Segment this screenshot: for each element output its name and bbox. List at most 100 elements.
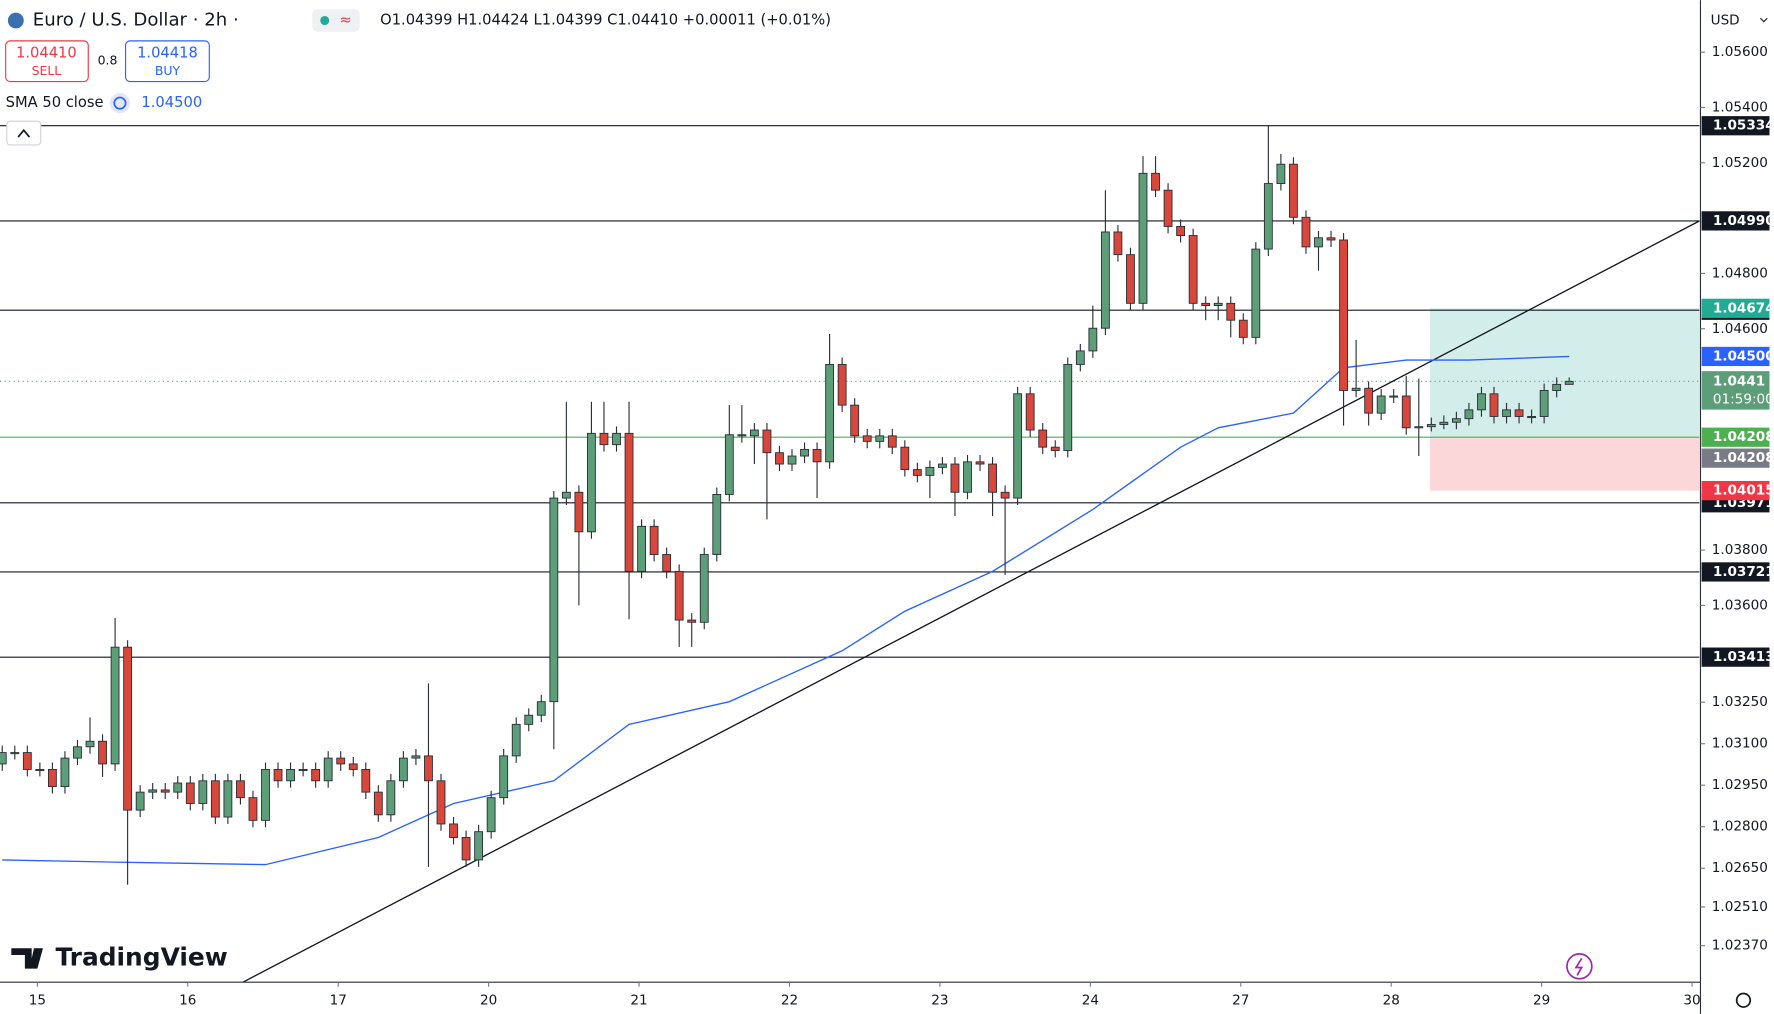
y-tick-label: 1.05600	[1712, 44, 1768, 60]
indicator-name[interactable]: SMA 50 close	[6, 94, 104, 111]
candle-body	[988, 463, 997, 493]
candle-body	[1326, 237, 1336, 241]
settings-icon[interactable]	[1735, 992, 1752, 1008]
candle-body	[298, 768, 308, 772]
level-tag-bg	[1701, 647, 1770, 667]
market-open-dot	[320, 15, 330, 26]
spread: 0.8	[98, 53, 118, 68]
candle-body	[938, 463, 947, 468]
candle-body	[649, 525, 659, 555]
buy-button[interactable]	[125, 40, 210, 83]
candle-body	[1401, 395, 1411, 429]
candle-body	[1025, 393, 1035, 431]
candle-body	[775, 452, 784, 465]
candle-body	[963, 461, 972, 493]
candle-body	[1126, 254, 1135, 304]
stop-tag-bg	[1701, 480, 1770, 501]
y-tick-label: 1.02370	[1712, 938, 1768, 954]
candle-body	[148, 789, 158, 793]
candle-body	[1289, 163, 1298, 218]
candle-body	[273, 768, 283, 782]
x-tick-label: 24	[1082, 992, 1099, 1008]
y-tick-label: 1.03100	[1712, 736, 1768, 752]
status-pill[interactable]	[312, 9, 360, 32]
candle-body	[1188, 235, 1198, 304]
candle-body	[687, 619, 697, 623]
candle-body	[1539, 390, 1549, 417]
candle-body	[1564, 380, 1574, 385]
candle-body	[887, 435, 897, 448]
symbol-title[interactable]: Euro / U.S. Dollar · 2h ·	[33, 10, 239, 31]
y-tick-label: 1.03600	[1712, 597, 1768, 613]
y-tick-label: 1.03250	[1712, 694, 1768, 710]
candle-body	[373, 791, 383, 816]
candle-body	[812, 448, 822, 463]
last-price-tag: 1.0441	[1713, 373, 1765, 389]
loss-zone	[1430, 437, 1700, 491]
candle-body	[875, 435, 885, 442]
candle-body	[549, 497, 559, 703]
candle-body	[22, 752, 32, 770]
x-tick-label: 16	[179, 992, 196, 1008]
y-tick-label: 1.02950	[1712, 777, 1768, 793]
candle-body	[261, 768, 270, 821]
candle-body	[599, 432, 609, 446]
indicator-value: 1.04500	[141, 94, 202, 111]
candle-body	[1389, 395, 1399, 398]
candle-body	[699, 554, 709, 623]
candle-body	[236, 780, 245, 799]
x-tick-label: 20	[480, 992, 497, 1008]
candle-body	[348, 763, 358, 770]
x-tick-label: 15	[29, 992, 46, 1008]
sell-button[interactable]	[5, 40, 89, 83]
currency-chevron	[1760, 17, 1768, 23]
candle-body	[737, 434, 747, 437]
candle-body	[1426, 424, 1436, 428]
buy-price: 1.04418	[137, 44, 198, 61]
candle-body	[35, 768, 45, 772]
level-tag: 1.05334	[1713, 118, 1774, 134]
candle-body	[800, 448, 809, 457]
alert-icon[interactable]	[1566, 953, 1593, 980]
candle-body	[825, 364, 835, 463]
entry-axis-tag-bg	[1701, 448, 1770, 468]
candle-body	[912, 469, 922, 476]
collapse-button[interactable]	[6, 120, 42, 146]
candle-body	[1263, 183, 1273, 250]
indicator-refresh[interactable]	[109, 92, 131, 114]
delay-icon: ≈	[339, 12, 351, 29]
candle-body	[612, 432, 621, 446]
trendline	[242, 220, 1700, 983]
candle-body	[499, 755, 509, 799]
candle-body	[837, 364, 847, 406]
candle-body	[1502, 409, 1511, 417]
level-tag: 1.03413	[1713, 649, 1774, 665]
profit-zone	[1430, 308, 1700, 438]
candle-body	[449, 823, 458, 838]
currency[interactable]: USD	[1711, 13, 1740, 29]
candle-body	[1489, 393, 1499, 417]
candle-body	[1138, 172, 1148, 304]
candle-body	[248, 797, 258, 821]
sell-label: SELL	[32, 63, 62, 78]
plot	[0, 125, 1700, 983]
candle-body	[624, 432, 634, 572]
candle-body	[1213, 302, 1223, 306]
x-tick-label: 22	[781, 992, 798, 1008]
candle-body	[1201, 302, 1211, 306]
x-tick-label: 30	[1683, 992, 1700, 1008]
candle-body	[574, 491, 584, 533]
candle-body	[925, 466, 935, 476]
candle-body	[536, 701, 546, 716]
candle-body	[98, 740, 107, 765]
candle-body	[10, 752, 20, 755]
candle-body	[850, 404, 860, 437]
candle-body	[862, 435, 872, 442]
candle-body	[461, 837, 471, 861]
entry-axis-tag: 1.04208	[1713, 450, 1774, 466]
sma-tag: 1.04500	[1713, 348, 1774, 364]
candle-body	[1176, 225, 1186, 237]
candle-body	[1552, 383, 1562, 391]
